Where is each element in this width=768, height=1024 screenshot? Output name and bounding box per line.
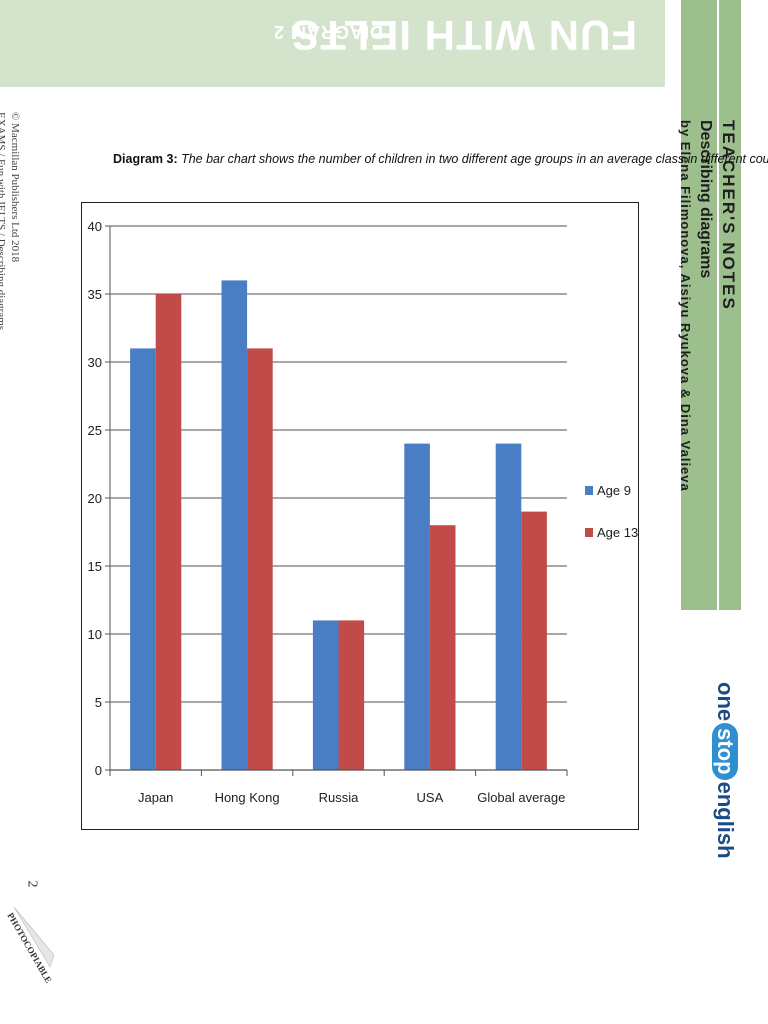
ytick-label-30: 30	[88, 355, 102, 370]
bar-japan-age-9	[130, 348, 156, 770]
ytick-label-20: 20	[88, 491, 102, 506]
xtick-label-russia: Russia	[319, 790, 360, 805]
chart-caption: Diagram 3: The bar chart shows the numbe…	[113, 152, 768, 166]
xtick-label-usa: USA	[417, 790, 444, 805]
logo-word-english: english	[713, 781, 738, 859]
ytick-label-25: 25	[88, 423, 102, 438]
bar-usa-age-13	[429, 525, 456, 770]
sidebar-strip	[681, 0, 741, 610]
sidebar-divider	[717, 0, 719, 610]
bar-global-average-age-13	[521, 511, 547, 770]
sidebar-text: TEACHER'S NOTES Describing diagrams by E…	[676, 120, 740, 492]
legend: Age 9 Age 13	[585, 483, 638, 540]
legend-swatch-0	[585, 486, 593, 495]
banner-subtitle: DIAGRAM 2	[272, 22, 383, 42]
ytick-label-0: 0	[95, 763, 102, 778]
caption-text: The bar chart shows the number of childr…	[181, 152, 768, 166]
sidebar-topic: Describing diagrams	[697, 120, 714, 279]
copyright-line2: EXAMS / Fun with IELTS / Describing diag…	[0, 112, 7, 331]
legend-label-1: Age 13	[597, 525, 638, 540]
bar-global-average-age-9	[495, 443, 522, 770]
copyright-line1: © Macmillan Publishers Ltd 2018	[9, 112, 21, 263]
logo-word-stop: stop	[712, 723, 738, 780]
legend-swatch-1	[585, 528, 593, 537]
xtick-label-hong-kong: Hong Kong	[215, 790, 280, 805]
bar-usa-age-9	[404, 443, 430, 770]
sidebar-authors: by Elena Filimonova, Aisiyu Ryukova & Di…	[678, 120, 693, 492]
xtick-label-global-average: Global average	[477, 790, 565, 805]
logo-word-one: one	[713, 682, 738, 722]
bar-russia-age-13	[338, 620, 365, 770]
bar-russia-age-9	[312, 620, 339, 770]
bars	[130, 280, 547, 770]
ytick-label-5: 5	[95, 695, 102, 710]
bar-japan-age-13	[155, 294, 182, 770]
page-number: 2	[24, 880, 40, 888]
caption-label: Diagram 3:	[113, 152, 178, 166]
onestopenglish-logo[interactable]: one stop english	[712, 682, 738, 859]
ytick-label-15: 15	[88, 559, 102, 574]
xtick-label-japan: Japan	[138, 790, 173, 805]
header-banner: FUN WITH IELTS DIAGRAM 2	[0, 0, 665, 87]
photocopiable-stamp: PHOTOCOPIABLE	[5, 893, 58, 985]
copyright: © Macmillan Publishers Ltd 2018 EXAMS / …	[0, 112, 22, 330]
ytick-label-10: 10	[88, 627, 102, 642]
ytick-label-35: 35	[88, 287, 102, 302]
page-curl-icon	[13, 906, 55, 968]
bar-hong-kong-age-9	[221, 280, 248, 770]
axes: 0 5 10 15 20 25 30 35 40 Japan Hong Kong Russia USA G…	[88, 219, 568, 805]
legend-label-0: Age 9	[597, 483, 631, 498]
sidebar-section: TEACHER'S NOTES	[719, 120, 738, 311]
bar-chart: 0 5 10 15 20 25 30 35 40 Japan Hong Kong Russia USA G…	[81, 202, 639, 830]
bar-hong-kong-age-13	[247, 348, 273, 770]
ytick-label-40: 40	[88, 219, 102, 234]
